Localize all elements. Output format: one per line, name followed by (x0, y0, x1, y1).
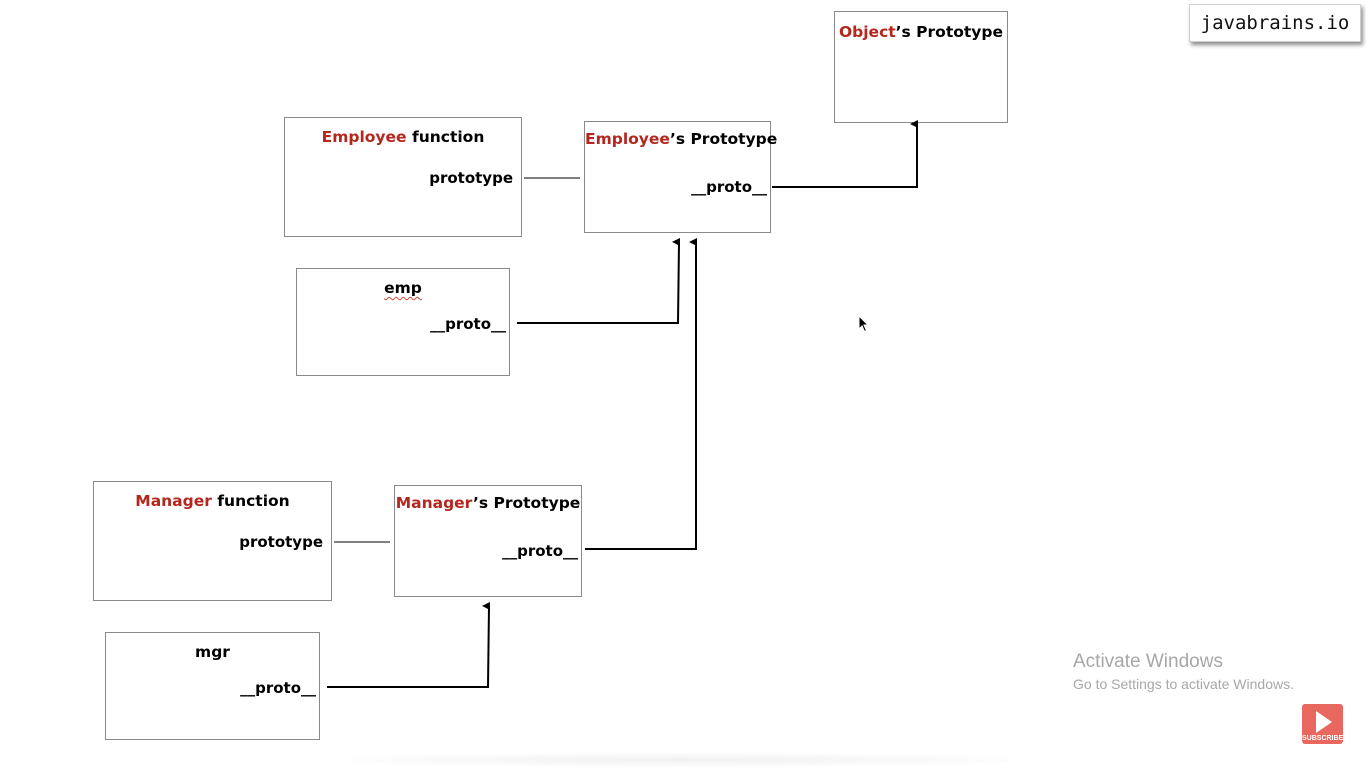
mgr-title: mgr (106, 643, 319, 661)
manager-prototype-title-suffix: ’s Prototype (472, 494, 581, 512)
mgr-proto-field: __proto__ (240, 679, 316, 697)
employee-prototype-proto-field: __proto__ (691, 178, 767, 196)
mouse-pointer-icon (858, 314, 870, 337)
employee-function-title: Employee function (285, 128, 521, 146)
employee-proto-to-object-arrow (772, 120, 918, 188)
employee-function-title-name: Employee (321, 128, 407, 146)
manager-function-prototype-field: prototype (239, 533, 323, 551)
manager-proto-to-employee-prototype-arrow (585, 238, 697, 550)
object-prototype-title-name: Object (838, 23, 896, 41)
brand-badge: javabrains.io (1189, 4, 1361, 42)
activate-windows-watermark: Activate Windows Go to Settings to activ… (1073, 651, 1294, 692)
mgr-box: mgr __proto__ (105, 632, 320, 740)
manager-prototype-title-name: Manager (395, 494, 473, 512)
subscribe-label: SUBSCRIBE (1302, 735, 1344, 742)
manager-prototype-box: Manager’s Prototype __proto__ (394, 485, 582, 597)
employee-prototype-title: Employee’s Prototype (585, 130, 777, 148)
manager-function-box: Manager function prototype (93, 481, 332, 601)
employee-function-box: Employee function prototype (284, 117, 522, 237)
emp-title-text: emp (384, 279, 422, 297)
play-icon (1316, 711, 1332, 733)
emp-title: emp (297, 279, 509, 297)
brand-text: javabrains.io (1200, 12, 1350, 34)
emp-box: emp __proto__ (296, 268, 510, 376)
employee-prototype-title-suffix: ’s Prototype (669, 130, 778, 148)
mgr-title-text: mgr (195, 643, 230, 661)
employee-prototype-title-name: Employee (585, 130, 670, 148)
bottom-shadow (300, 752, 1060, 768)
object-prototype-title: Object’s Prototype (835, 23, 1007, 41)
subscribe-button[interactable]: SUBSCRIBE (1302, 704, 1343, 744)
manager-function-title-name: Manager (135, 492, 212, 510)
manager-prototype-proto-field: __proto__ (502, 542, 578, 560)
manager-prototype-title: Manager’s Prototype (395, 494, 581, 512)
manager-function-title: Manager function (94, 492, 331, 510)
manager-function-title-suffix: function (211, 492, 290, 510)
mgr-proto-to-manager-prototype-arrow (327, 602, 491, 688)
object-prototype-box: Object’s Prototype (834, 11, 1008, 123)
activate-windows-subtitle: Go to Settings to activate Windows. (1073, 676, 1294, 692)
employee-function-prototype-field: prototype (429, 169, 513, 187)
object-prototype-title-suffix: ’s Prototype (895, 23, 1004, 41)
emp-proto-field: __proto__ (430, 315, 506, 333)
activate-windows-title: Activate Windows (1073, 651, 1223, 672)
employee-function-title-suffix: function (406, 128, 485, 146)
emp-proto-to-employee-prototype-arrow (517, 238, 681, 324)
employee-prototype-box: Employee’s Prototype __proto__ (584, 121, 777, 233)
